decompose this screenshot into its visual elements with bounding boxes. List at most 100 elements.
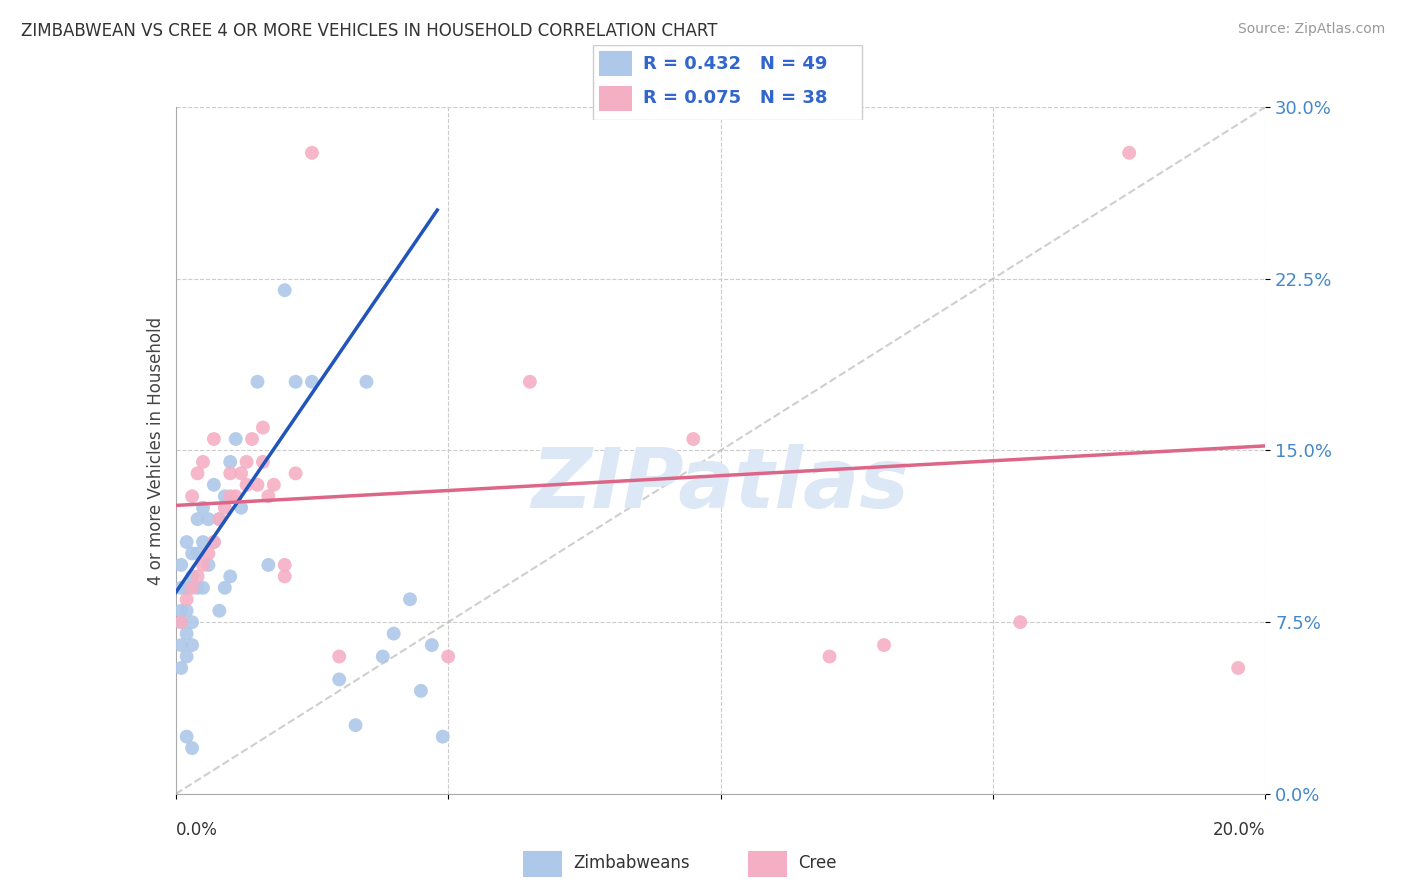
Point — [219, 467, 242, 481]
Point — [186, 467, 209, 481]
Point — [191, 455, 214, 469]
Point — [235, 455, 257, 469]
Point — [274, 283, 297, 297]
FancyBboxPatch shape — [599, 52, 631, 77]
Point — [284, 375, 307, 389]
Point — [176, 604, 198, 618]
Point — [818, 649, 841, 664]
Point — [225, 489, 247, 503]
Point — [176, 592, 198, 607]
Text: ZIPatlas: ZIPatlas — [531, 444, 910, 525]
Point — [181, 741, 204, 756]
Point — [170, 604, 193, 618]
Point — [399, 592, 422, 607]
Point — [170, 558, 193, 572]
Point — [186, 546, 209, 561]
Point — [873, 638, 896, 652]
Text: ZIMBABWEAN VS CREE 4 OR MORE VEHICLES IN HOUSEHOLD CORRELATION CHART: ZIMBABWEAN VS CREE 4 OR MORE VEHICLES IN… — [21, 22, 717, 40]
Point — [344, 718, 367, 732]
Point — [246, 478, 269, 492]
Point — [191, 535, 214, 549]
FancyBboxPatch shape — [523, 851, 562, 877]
Point — [328, 649, 350, 664]
Point — [176, 581, 198, 595]
Point — [197, 546, 219, 561]
Point — [257, 489, 280, 503]
Point — [274, 569, 297, 583]
Point — [409, 683, 432, 698]
Point — [202, 432, 225, 446]
Point — [219, 455, 242, 469]
Point — [240, 432, 263, 446]
Point — [252, 455, 274, 469]
Point — [231, 500, 253, 515]
Point — [181, 489, 204, 503]
Point — [257, 558, 280, 572]
Point — [181, 615, 204, 630]
FancyBboxPatch shape — [593, 45, 862, 120]
Point — [191, 581, 214, 595]
Point — [186, 581, 209, 595]
Point — [208, 512, 231, 526]
Text: Cree: Cree — [799, 854, 837, 872]
Point — [301, 375, 323, 389]
Point — [382, 626, 405, 640]
Text: R = 0.075   N = 38: R = 0.075 N = 38 — [643, 89, 827, 107]
Point — [214, 489, 236, 503]
Point — [225, 432, 247, 446]
Y-axis label: 4 or more Vehicles in Household: 4 or more Vehicles in Household — [146, 317, 165, 584]
Point — [519, 375, 541, 389]
Point — [202, 478, 225, 492]
Point — [191, 558, 214, 572]
Point — [219, 489, 242, 503]
Point — [170, 638, 193, 652]
Point — [181, 546, 204, 561]
Text: Zimbabweans: Zimbabweans — [574, 854, 690, 872]
Point — [274, 558, 297, 572]
Point — [186, 512, 209, 526]
Point — [1118, 145, 1140, 160]
Point — [176, 535, 198, 549]
Point — [301, 145, 323, 160]
Point — [328, 673, 350, 687]
Point — [176, 730, 198, 744]
Point — [432, 730, 454, 744]
Point — [214, 500, 236, 515]
Point — [420, 638, 443, 652]
Point — [208, 512, 231, 526]
Point — [202, 535, 225, 549]
Text: Source: ZipAtlas.com: Source: ZipAtlas.com — [1237, 22, 1385, 37]
Point — [208, 604, 231, 618]
Point — [170, 581, 193, 595]
Point — [181, 638, 204, 652]
Point — [170, 661, 193, 675]
Point — [181, 569, 204, 583]
Point — [263, 478, 285, 492]
Text: 20.0%: 20.0% — [1213, 822, 1265, 839]
Point — [231, 467, 253, 481]
Point — [181, 581, 204, 595]
Point — [186, 569, 209, 583]
Point — [284, 467, 307, 481]
Point — [1227, 661, 1250, 675]
Point — [246, 375, 269, 389]
Point — [1010, 615, 1032, 630]
Point — [214, 581, 236, 595]
Point — [176, 626, 198, 640]
Point — [170, 615, 193, 630]
Text: R = 0.432   N = 49: R = 0.432 N = 49 — [643, 55, 827, 73]
FancyBboxPatch shape — [599, 87, 631, 112]
Point — [197, 512, 219, 526]
Point — [682, 432, 704, 446]
Point — [191, 500, 214, 515]
Point — [176, 649, 198, 664]
Point — [437, 649, 460, 664]
Point — [197, 558, 219, 572]
Text: 0.0%: 0.0% — [176, 822, 218, 839]
Point — [219, 569, 242, 583]
Point — [356, 375, 378, 389]
Point — [170, 615, 193, 630]
Point — [202, 535, 225, 549]
Point — [235, 478, 257, 492]
Point — [371, 649, 394, 664]
